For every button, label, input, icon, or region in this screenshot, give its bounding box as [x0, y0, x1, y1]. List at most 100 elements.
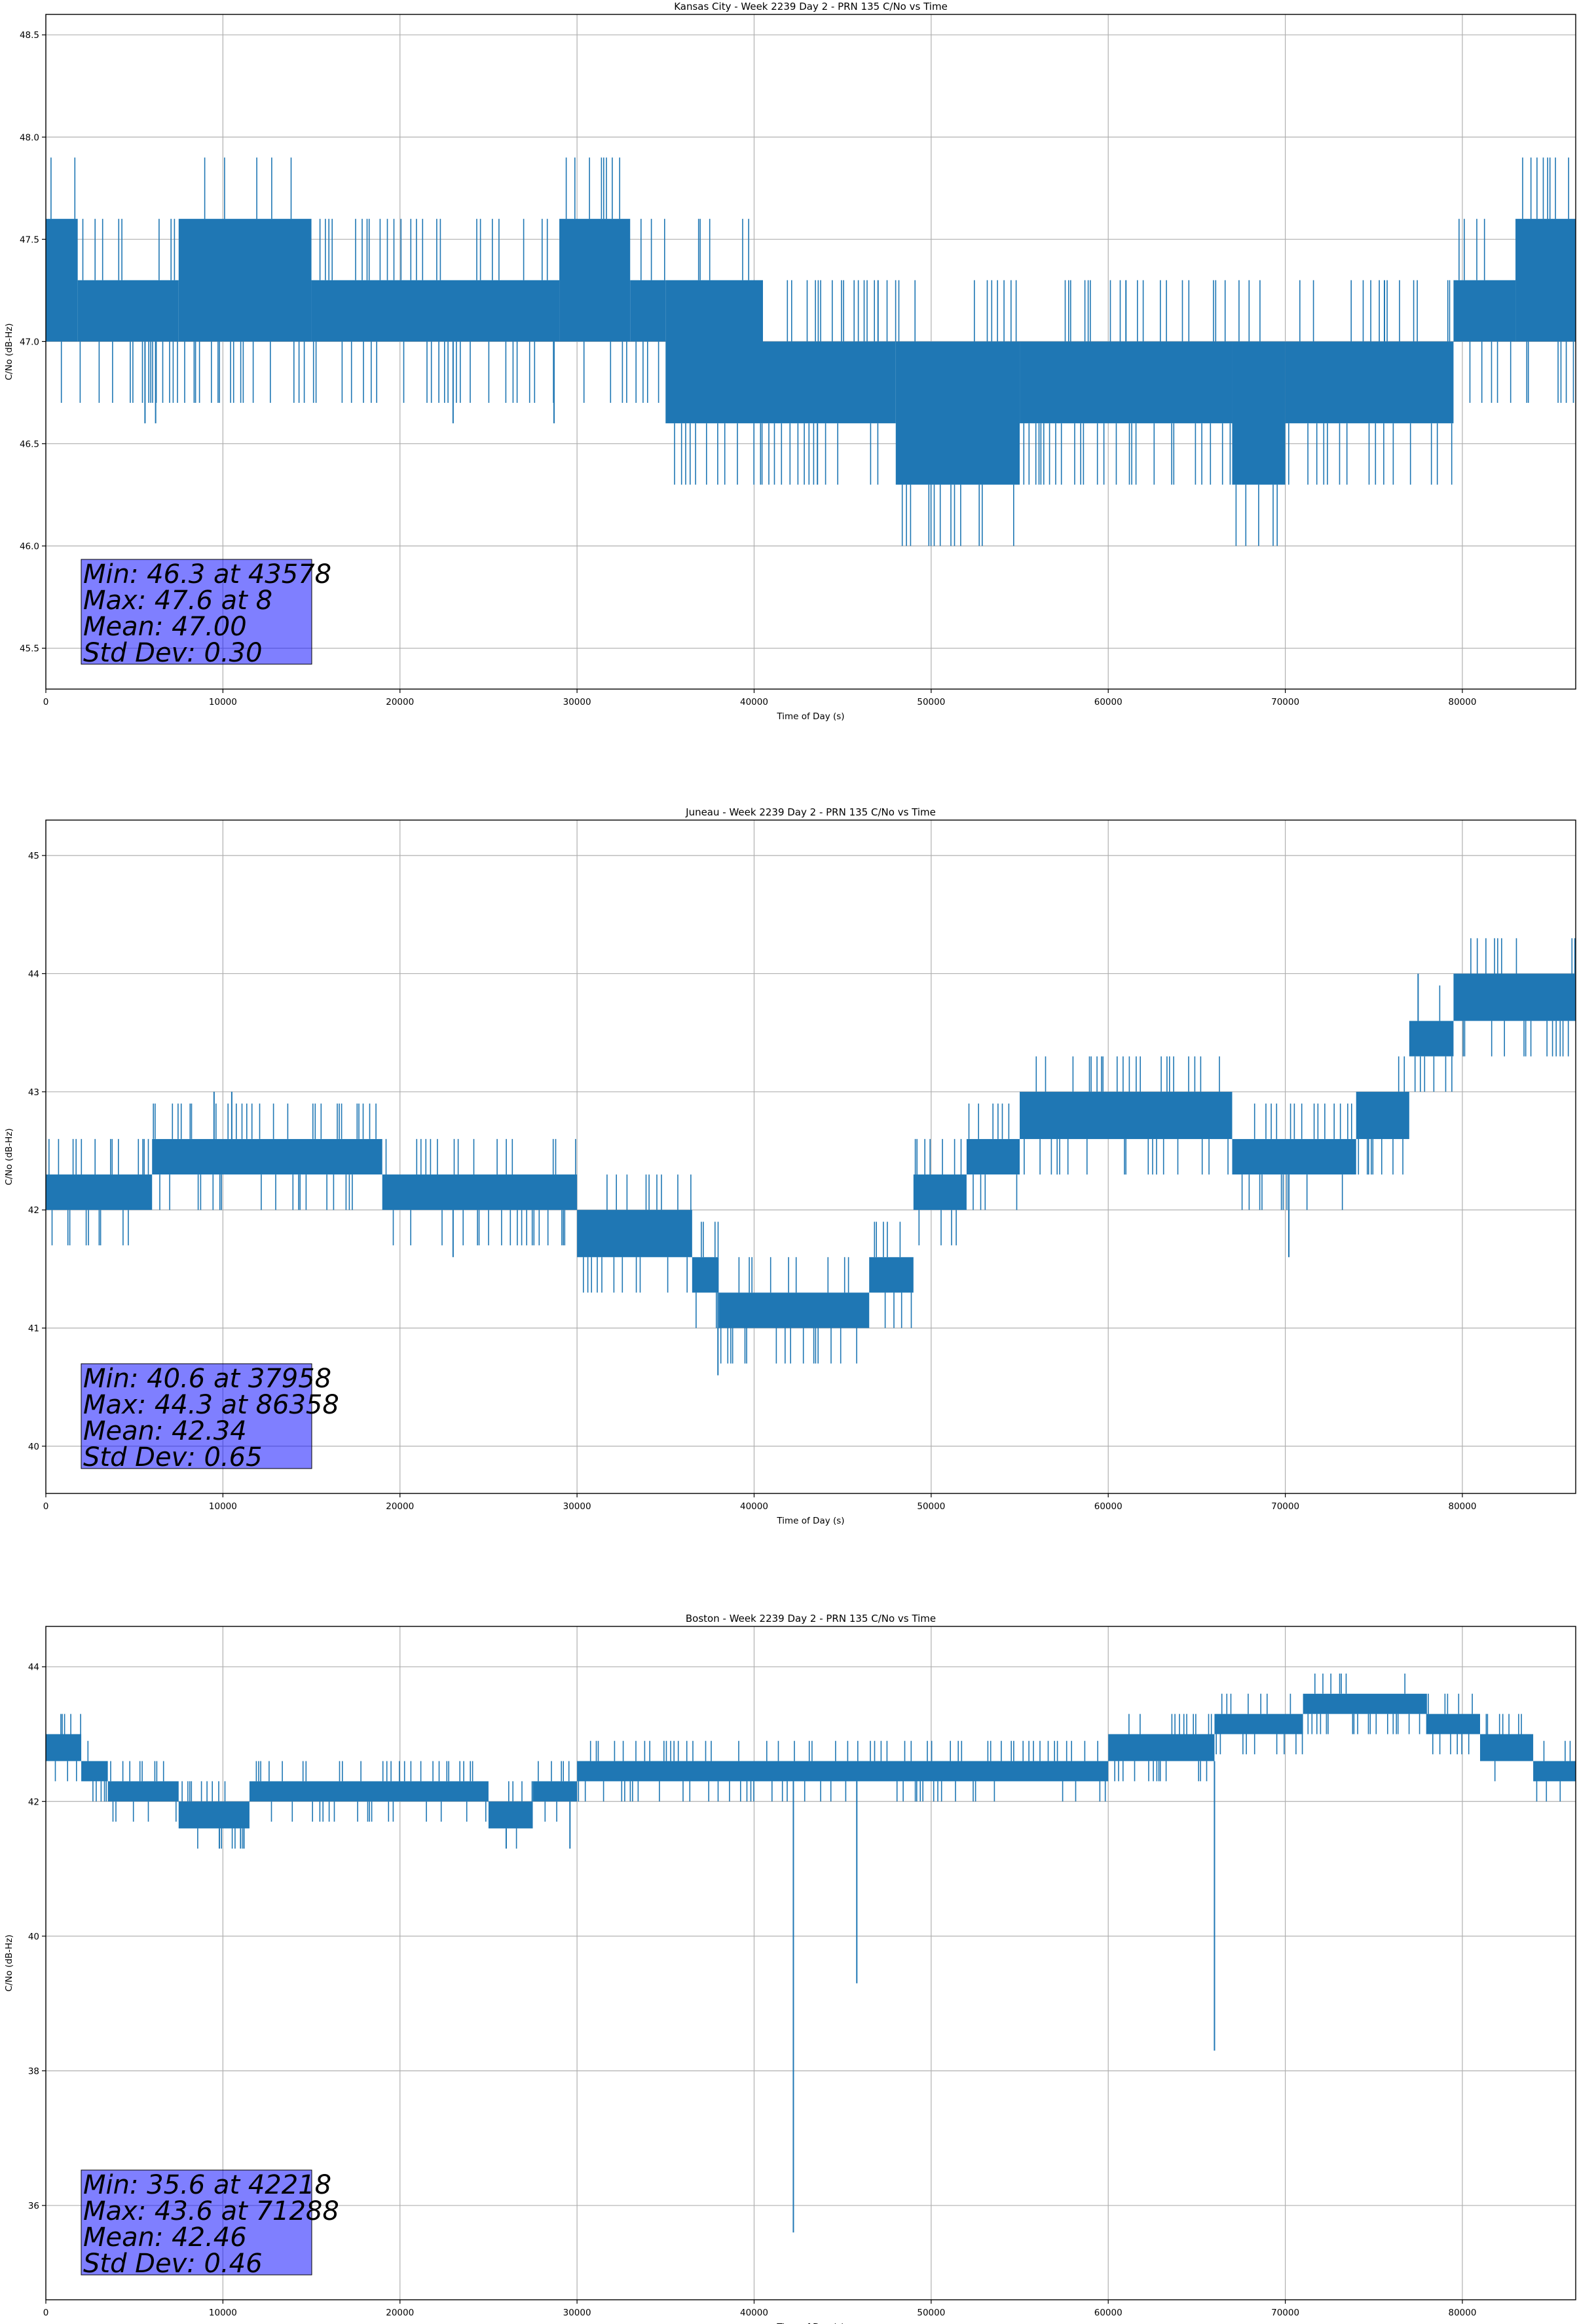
plot-frame	[45, 819, 1576, 1494]
data-jitter	[1215, 1693, 1303, 1755]
data-band	[1214, 1714, 1303, 1734]
data-jitter	[1458, 219, 1512, 403]
x-axis-label: Time of Day (s)	[776, 2322, 844, 2324]
x-tick-label: 40000	[740, 697, 768, 707]
x-tick-label: 10000	[209, 1501, 237, 1512]
data-jitter	[968, 1103, 1018, 1210]
y-tick-label: 40	[28, 1932, 39, 1942]
y-tick-label: 47.5	[20, 234, 39, 245]
x-tick-label: 20000	[386, 697, 414, 707]
y-tick-label: 44	[28, 1662, 39, 1673]
stats-line: Min: 46.3 at 43578	[83, 559, 331, 590]
data-band	[895, 341, 1020, 485]
data-band	[311, 280, 560, 342]
data-band	[152, 1138, 382, 1175]
data-jitter	[153, 1103, 377, 1210]
plot-frame	[45, 14, 1576, 690]
data-band	[1533, 1761, 1576, 1782]
x-tick-label: 60000	[1094, 697, 1122, 707]
data-jitter	[385, 1138, 576, 1246]
data-jitter	[181, 1781, 245, 1849]
data-jitter	[1428, 1693, 1473, 1755]
y-tick-label: 36	[28, 2201, 39, 2211]
x-tick-label: 0	[43, 697, 49, 707]
y-axis-label: C/No (dB-Hz)	[4, 1128, 14, 1185]
y-tick-label: 43	[28, 1087, 39, 1098]
x-tick-label: 80000	[1448, 2308, 1476, 2318]
data-band	[1285, 341, 1454, 424]
chart-title: Boston - Week 2239 Day 2 - PRN 135 C/No …	[686, 1613, 936, 1624]
data-series	[46, 1674, 1576, 2233]
y-tick-label: 42	[28, 1797, 39, 1807]
data-band	[77, 280, 179, 342]
data-jitter	[696, 1222, 719, 1328]
data-band	[1515, 219, 1576, 342]
data-jitter	[312, 219, 554, 403]
data-jitter	[1288, 280, 1453, 485]
y-tick-label: 48.5	[20, 30, 39, 41]
chart-panel-1: 0 10000 20000 30000 40000 50000 60000 70000 8000…	[4, 806, 1576, 1526]
data-band	[46, 1734, 82, 1761]
data-jitter	[184, 157, 305, 403]
y-tick-label: 46.5	[20, 439, 39, 449]
x-tick-label: 50000	[917, 2308, 945, 2318]
data-jitter	[1307, 1674, 1428, 1734]
data-band	[577, 1761, 1109, 1782]
data-jitter	[768, 280, 897, 485]
data-jitter	[1462, 938, 1573, 1057]
data-band	[1020, 341, 1233, 424]
data-jitter	[583, 1174, 692, 1293]
data-band	[382, 1174, 578, 1210]
data-jitter	[1023, 280, 1231, 485]
data-jitter	[1114, 1714, 1212, 1782]
data-band	[692, 1257, 719, 1293]
x-tick-label: 80000	[1448, 1501, 1476, 1512]
chart-title: Kansas City - Week 2239 Day 2 - PRN 135 …	[674, 1, 948, 12]
x-axis-label: Time of Day (s)	[776, 711, 844, 722]
data-jitter	[1241, 1103, 1352, 1210]
data-band	[1020, 1091, 1233, 1139]
x-tick-label: 70000	[1271, 1501, 1299, 1512]
data-series	[46, 157, 1576, 546]
y-tick-label: 40	[28, 1442, 39, 1452]
stats-line: Max: 47.6 at 8	[83, 586, 272, 616]
y-tick-label: 48.0	[20, 132, 39, 143]
data-jitter	[1024, 1056, 1229, 1175]
data-band	[718, 1292, 870, 1328]
y-axis-label: C/No (dB-Hz)	[4, 323, 14, 380]
data-band	[178, 219, 312, 342]
x-tick-label: 20000	[386, 2308, 414, 2318]
data-jitter	[1522, 157, 1574, 403]
data-jitter	[674, 219, 763, 485]
data-jitter	[538, 1761, 570, 1822]
data-band	[1108, 1734, 1215, 1761]
data-band	[46, 1174, 153, 1210]
data-band	[559, 219, 631, 342]
data-band	[1453, 280, 1516, 342]
x-tick-label: 60000	[1094, 2308, 1122, 2318]
stats-box	[81, 1363, 312, 1469]
data-band	[46, 219, 78, 342]
data-band	[1303, 1693, 1427, 1714]
data-series	[46, 938, 1576, 1376]
data-band	[763, 341, 896, 424]
data-jitter	[508, 1781, 533, 1849]
data-band	[107, 1781, 179, 1802]
data-jitter	[914, 1138, 962, 1246]
y-tick-label: 41	[28, 1324, 39, 1334]
data-jitter	[565, 157, 627, 403]
data-jitter	[1485, 1714, 1522, 1782]
data-jitter	[110, 1761, 177, 1822]
stats-line: Max: 43.6 at 71288	[83, 2196, 339, 2226]
stats-line: Mean: 42.46	[83, 2222, 247, 2253]
data-band	[1480, 1734, 1534, 1761]
data-jitter	[720, 1257, 857, 1364]
x-tick-label: 60000	[1094, 1501, 1122, 1512]
x-tick-label: 10000	[209, 697, 237, 707]
data-band	[1232, 341, 1286, 485]
data-band	[665, 280, 763, 424]
stats-line: Mean: 42.34	[83, 1416, 247, 1446]
y-tick-label: 44	[28, 969, 39, 979]
chart-panel-2: 0 10000 20000 30000 40000 50000 60000 70000 8000…	[4, 1613, 1576, 2324]
